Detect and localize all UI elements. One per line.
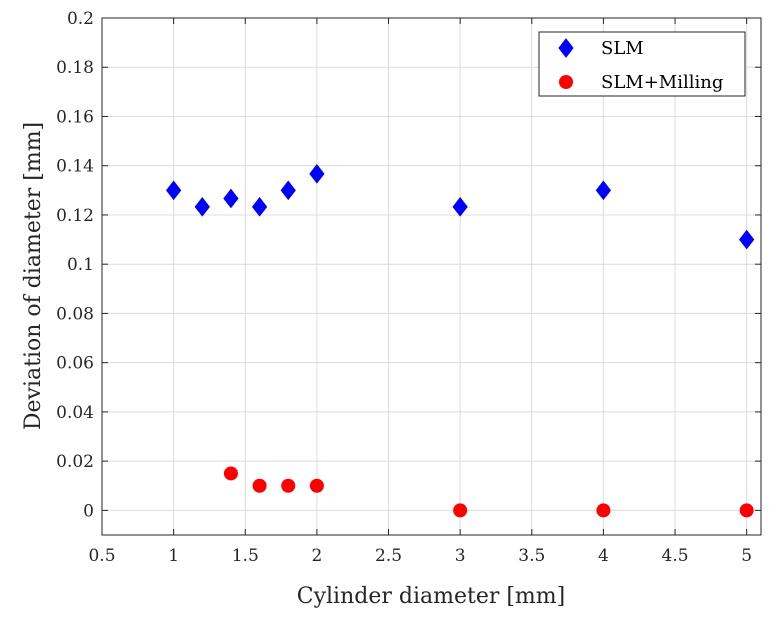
slm-milling-data-point bbox=[223, 466, 238, 481]
x-tick-label: 4 bbox=[598, 546, 609, 566]
x-tick-label: 2 bbox=[311, 546, 322, 566]
tick-labels: 0.5 1 1.5 2 2.5 3 3.5 4 4.5 5 0 0.02 0.04 0.06 0.08 0.1… bbox=[56, 9, 752, 566]
legend-label: SLM+Milling bbox=[601, 72, 723, 93]
x-tick-label: 1.5 bbox=[232, 546, 259, 566]
data-points bbox=[165, 164, 755, 518]
x-tick-label: 4.5 bbox=[662, 546, 689, 566]
plot-background bbox=[102, 18, 761, 535]
slm-data-point bbox=[280, 180, 296, 201]
legend-marker-diamond bbox=[558, 38, 574, 58]
slm-data-point bbox=[452, 197, 468, 217]
x-tick-label: 2.5 bbox=[375, 546, 402, 566]
x-axis-title: Cylinder diameter [mm] bbox=[297, 584, 566, 609]
slm-milling-data-point bbox=[309, 478, 324, 493]
x-tick-label: 3.5 bbox=[518, 546, 545, 566]
x-tick-label: 1 bbox=[168, 546, 179, 566]
slm-data-point bbox=[165, 180, 182, 201]
slm-milling-data-point bbox=[252, 478, 267, 493]
slm-data-point bbox=[739, 229, 755, 250]
legend-label: SLM bbox=[601, 38, 644, 59]
y-tick-label: 0.12 bbox=[56, 206, 94, 226]
y-tick-label: 0.06 bbox=[56, 354, 94, 374]
slm-data-point bbox=[223, 188, 239, 209]
x-tick-label: 5 bbox=[741, 546, 752, 566]
x-tick-label: 3 bbox=[455, 546, 466, 566]
y-tick-label: 0 bbox=[83, 501, 94, 521]
slm-milling-data-point bbox=[281, 478, 296, 493]
y-tick-label: 0.2 bbox=[67, 9, 94, 29]
y-tick-label: 0.04 bbox=[56, 403, 94, 423]
legend-items: SLM SLM+Milling bbox=[558, 38, 723, 93]
slm-data-point bbox=[251, 197, 268, 217]
y-tick-label: 0.08 bbox=[56, 304, 94, 324]
slm-milling-data-point bbox=[596, 503, 611, 518]
y-tick-label: 0.14 bbox=[56, 157, 94, 177]
y-tick-label: 0.02 bbox=[56, 452, 94, 472]
legend-box bbox=[538, 31, 746, 97]
legend-marker-circle bbox=[559, 75, 573, 89]
slm-data-point bbox=[309, 164, 325, 184]
slm-milling-data-point bbox=[453, 503, 468, 518]
y-tick-label: 0.18 bbox=[56, 58, 94, 78]
x-tick-label: 0.5 bbox=[88, 546, 115, 566]
axes-box bbox=[101, 17, 762, 536]
y-axis-title: Deviation of diameter [mm] bbox=[21, 122, 46, 430]
legend: SLM SLM+Milling bbox=[538, 31, 746, 97]
slm-data-point bbox=[194, 197, 210, 217]
y-tick-label: 0.1 bbox=[67, 255, 94, 275]
axes bbox=[101, 17, 762, 536]
y-tick-label: 0.16 bbox=[56, 107, 94, 127]
slm-data-point bbox=[595, 180, 612, 201]
slm-milling-data-point bbox=[739, 503, 754, 518]
